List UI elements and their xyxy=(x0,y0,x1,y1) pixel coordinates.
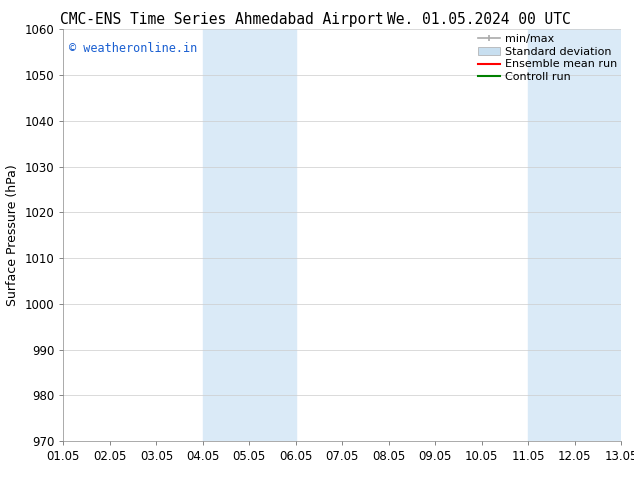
Text: © weatheronline.in: © weatheronline.in xyxy=(69,42,197,55)
Bar xyxy=(528,29,621,441)
Legend: min/max, Standard deviation, Ensemble mean run, Controll run: min/max, Standard deviation, Ensemble me… xyxy=(476,32,619,84)
Text: We. 01.05.2024 00 UTC: We. 01.05.2024 00 UTC xyxy=(387,12,571,27)
Y-axis label: Surface Pressure (hPa): Surface Pressure (hPa) xyxy=(6,164,19,306)
Bar xyxy=(203,29,296,441)
Text: CMC-ENS Time Series Ahmedabad Airport: CMC-ENS Time Series Ahmedabad Airport xyxy=(60,12,384,27)
